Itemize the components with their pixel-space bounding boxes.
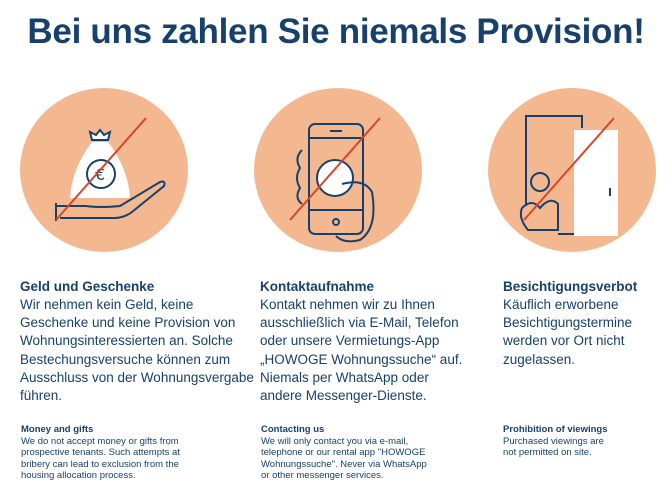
en-contact: Contacting us We will only contact you v… <box>261 424 436 482</box>
info-viewings: Besichtigungsverbot Käuflich erworbene B… <box>503 278 643 369</box>
body: Kontakt nehmen wir zu Ihnen ausschließli… <box>260 297 463 404</box>
heading: Besichtigungsverbot <box>503 279 638 294</box>
en-viewings: Prohibition of viewings Purchased viewin… <box>503 424 618 459</box>
body: Wir nehmen kein Geld, keine Geschenke un… <box>20 297 254 404</box>
en-body: Purchased viewings are not permitted on … <box>503 435 604 459</box>
heading: Geld und Geschenke <box>20 279 155 294</box>
phone-whatsapp-icon <box>254 88 422 252</box>
en-body: We will only contact you via e-mail, tel… <box>261 435 427 482</box>
page-title: Bei uns zahlen Sie niemals Provision! <box>27 12 645 51</box>
info-money-gifts: Geld und Geschenke Wir nehmen kein Geld,… <box>20 278 260 405</box>
en-money-gifts: Money and gifts We do not accept money o… <box>21 424 196 482</box>
en-heading: Contacting us <box>261 424 325 435</box>
body: Käuflich erworbene Besichtigungstermine … <box>503 297 633 367</box>
person-door-icon <box>488 88 656 252</box>
svg-text:€: € <box>95 165 105 184</box>
info-contact: Kontaktaufnahme Kontakt nehmen wir zu Ih… <box>260 278 465 405</box>
en-heading: Prohibition of viewings <box>503 424 608 435</box>
heading: Kontaktaufnahme <box>260 279 375 294</box>
en-heading: Money and gifts <box>21 424 94 435</box>
money-bag-hand-icon: € <box>20 88 188 252</box>
en-body: We do not accept money or gifts from pro… <box>21 435 180 482</box>
